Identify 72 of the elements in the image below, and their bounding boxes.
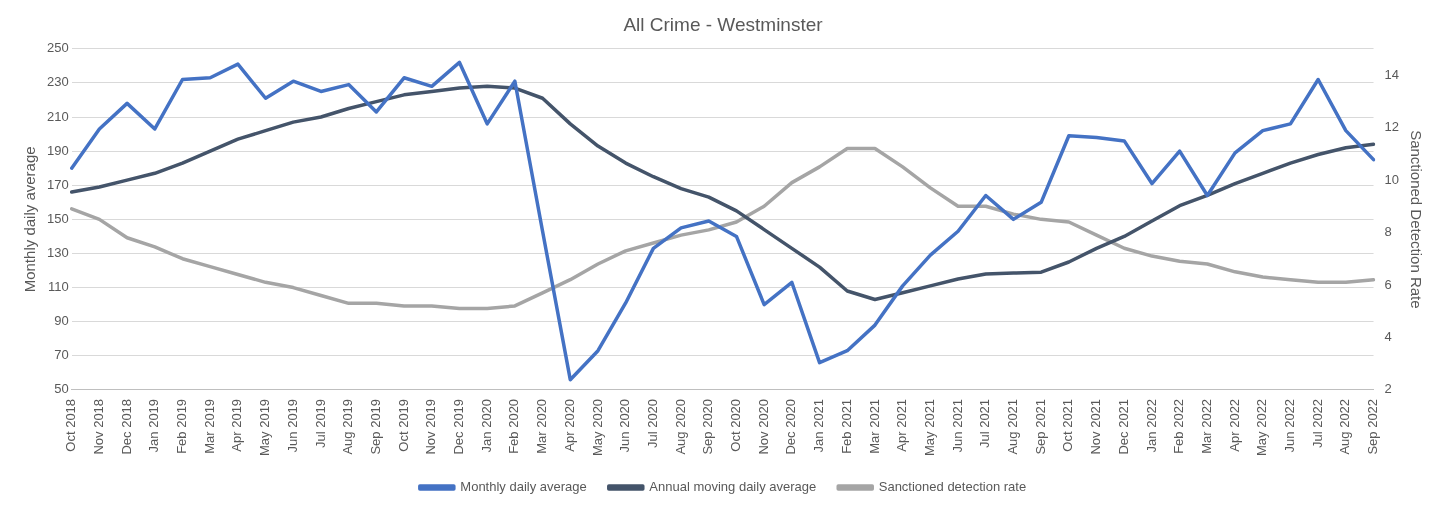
- x-tick-label: Apr 2020: [561, 398, 577, 452]
- x-tick-label: Jun 2021: [949, 398, 965, 453]
- x-tick-label: Jun 2022: [1282, 398, 1298, 453]
- x-tick-label: Mar 2022: [1198, 398, 1214, 454]
- x-tick-label: Nov 2018: [90, 398, 106, 455]
- y2-axis-title: Sanctioned Detection Rate: [1407, 130, 1425, 309]
- x-tick-label: May 2021: [921, 398, 937, 456]
- x-tick-label: Jun 2020: [617, 398, 633, 453]
- x-tick-label: Feb 2019: [174, 398, 190, 454]
- x-tick-label: Nov 2019: [423, 398, 439, 455]
- x-tick-label: Jul 2022: [1309, 398, 1325, 449]
- x-tick-label: Aug 2022: [1337, 398, 1353, 455]
- x-tick-label: Jan 2021: [811, 398, 827, 453]
- y-tick-label: 110: [47, 279, 69, 295]
- x-tick-label: Aug 2019: [340, 398, 356, 455]
- x-tick-label: Jul 2021: [977, 398, 993, 449]
- x-tick-label: May 2020: [589, 398, 605, 456]
- x-tick-label: Mar 2019: [201, 398, 217, 454]
- x-tick-label: Apr 2019: [229, 398, 245, 452]
- y-tick-label: 50: [54, 381, 69, 397]
- x-tick-label: Jun 2019: [284, 398, 300, 453]
- x-tick-label: Apr 2022: [1226, 398, 1242, 452]
- x-tick-label: Dec 2018: [118, 398, 134, 455]
- x-tick-label: Feb 2021: [838, 398, 854, 454]
- x-tick-label: Mar 2020: [534, 398, 550, 454]
- x-tick-label: Oct 2019: [395, 398, 411, 452]
- x-tick-label: Jan 2022: [1143, 398, 1159, 453]
- x-tick-label: Dec 2019: [451, 398, 467, 455]
- x-tick-label: Jul 2019: [312, 398, 328, 449]
- y-tick-label: 150: [46, 210, 69, 226]
- y-axis-title: Monthly daily average: [21, 146, 39, 293]
- y2-tick-label: 2: [1384, 381, 1392, 397]
- x-tick-label: Feb 2020: [506, 398, 522, 454]
- y-tick-label: 90: [54, 313, 69, 329]
- y2-tick-label: 12: [1384, 119, 1400, 135]
- chart-title: All Crime - Westminster: [623, 13, 824, 35]
- x-tick-label: Aug 2021: [1005, 398, 1021, 455]
- y2-tick-label: 4: [1384, 329, 1392, 345]
- y-tick-label: 210: [46, 108, 69, 124]
- x-tick-label: Apr 2021: [894, 398, 910, 452]
- legend-label: Annual moving daily average: [649, 479, 817, 495]
- x-tick-label: Aug 2020: [672, 398, 688, 455]
- x-tick-label: Sep 2022: [1365, 398, 1381, 455]
- x-tick-label: Sep 2019: [367, 398, 383, 455]
- x-tick-label: Oct 2020: [728, 398, 744, 452]
- y-tick-label: 230: [46, 74, 69, 90]
- y2-tick-label: 14: [1384, 66, 1400, 82]
- y-tick-label: 250: [46, 40, 69, 56]
- x-tick-label: Jan 2019: [146, 398, 162, 453]
- y2-tick-label: 6: [1384, 276, 1392, 292]
- x-tick-label: Dec 2021: [1115, 398, 1131, 455]
- x-tick-label: Sep 2020: [700, 398, 716, 455]
- legend-label: Monthly daily average: [460, 479, 587, 495]
- x-tick-label: Feb 2022: [1171, 398, 1187, 454]
- y-tick-label: 70: [54, 347, 69, 363]
- legend-label: Sanctioned detection rate: [878, 479, 1027, 495]
- x-tick-label: Oct 2021: [1060, 398, 1076, 452]
- x-tick-label: May 2019: [257, 398, 273, 456]
- x-tick-label: Jan 2020: [478, 398, 494, 453]
- y-tick-label: 170: [46, 176, 69, 192]
- x-tick-label: Oct 2018: [63, 398, 79, 452]
- x-tick-label: Nov 2021: [1088, 398, 1104, 455]
- y-tick-label: 190: [46, 142, 69, 158]
- y-tick-label: 130: [46, 245, 69, 261]
- y2-tick-label: 10: [1384, 171, 1400, 187]
- x-tick-label: Sep 2021: [1032, 398, 1048, 455]
- x-tick-label: Mar 2021: [866, 398, 882, 454]
- x-tick-label: Dec 2020: [783, 398, 799, 455]
- x-tick-label: Jul 2020: [644, 398, 660, 449]
- y2-tick-label: 8: [1384, 224, 1392, 240]
- x-tick-label: Nov 2020: [755, 398, 771, 455]
- x-tick-label: May 2022: [1254, 398, 1270, 456]
